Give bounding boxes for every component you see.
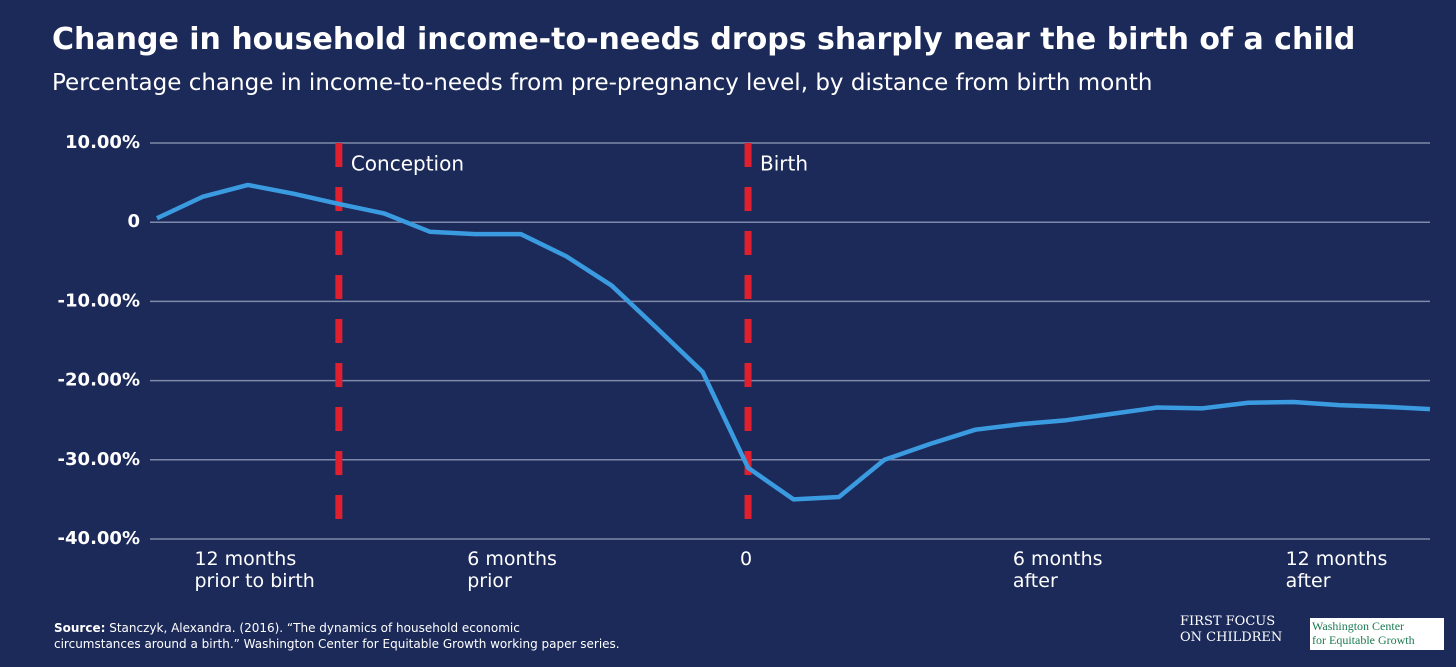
reference-label: Birth <box>760 152 808 176</box>
source-label: Source: <box>54 621 106 635</box>
source-text: Stanczyk, Alexandra. (2016). “The dynami… <box>54 621 620 651</box>
y-tick-label: -10.00% <box>58 290 140 311</box>
y-tick-label: -40.00% <box>58 528 140 549</box>
source: Source: Stanczyk, Alexandra. (2016). “Th… <box>54 620 620 652</box>
logo-wceg: Washington Center for Equitable Growth <box>1310 618 1444 650</box>
chart-subtitle: Percentage change in income-to-needs fro… <box>52 70 1153 96</box>
y-tick-label: 0 <box>127 211 140 232</box>
x-tick-label: 12 months prior to birth <box>194 548 315 592</box>
y-tick-label: -20.00% <box>58 370 140 391</box>
reference-label: Conception <box>351 152 464 176</box>
x-tick-label: 6 months prior <box>467 548 557 592</box>
y-tick-label: 10.00% <box>65 132 140 153</box>
data-line <box>156 182 1431 502</box>
y-tick-label: -30.00% <box>58 449 140 470</box>
x-tick-label: 6 months after <box>1012 548 1103 592</box>
x-tick-label: 0 <box>740 548 753 570</box>
chart-title: Change in household income-to-needs drop… <box>52 22 1356 57</box>
logo-first-focus: First Focus on Children <box>1180 614 1283 645</box>
x-tick-label: 12 months after <box>1285 548 1388 592</box>
